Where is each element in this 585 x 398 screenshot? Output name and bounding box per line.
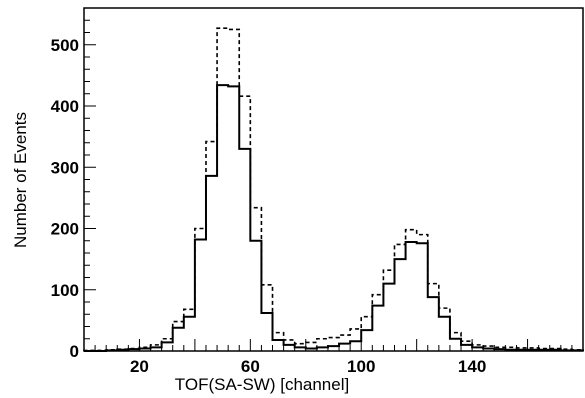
histogram-series-dashed	[83, 27, 584, 352]
y-tick-label: 100	[51, 281, 79, 300]
y-tick-label: 0	[70, 342, 79, 361]
x-tick-label: 60	[241, 357, 260, 376]
histogram-series-solid	[84, 84, 584, 352]
x-tick-label: 140	[458, 357, 486, 376]
histogram-layer	[83, 27, 584, 352]
x-axis-label: TOF(SA-SW) [channel]	[175, 375, 349, 394]
axis-layer: 20 60 100 140 0 100 200 300 400 500	[51, 7, 573, 376]
y-tick-label: 200	[51, 220, 79, 239]
plot-frame	[83, 7, 584, 352]
x-tick-label: 20	[130, 357, 149, 376]
y-tick-label: 300	[51, 158, 79, 177]
x-tick-label: 100	[347, 357, 375, 376]
y-axis-label: Number of Events	[11, 112, 30, 248]
y-tick-label: 400	[51, 97, 79, 116]
y-tick-label: 500	[51, 36, 79, 55]
